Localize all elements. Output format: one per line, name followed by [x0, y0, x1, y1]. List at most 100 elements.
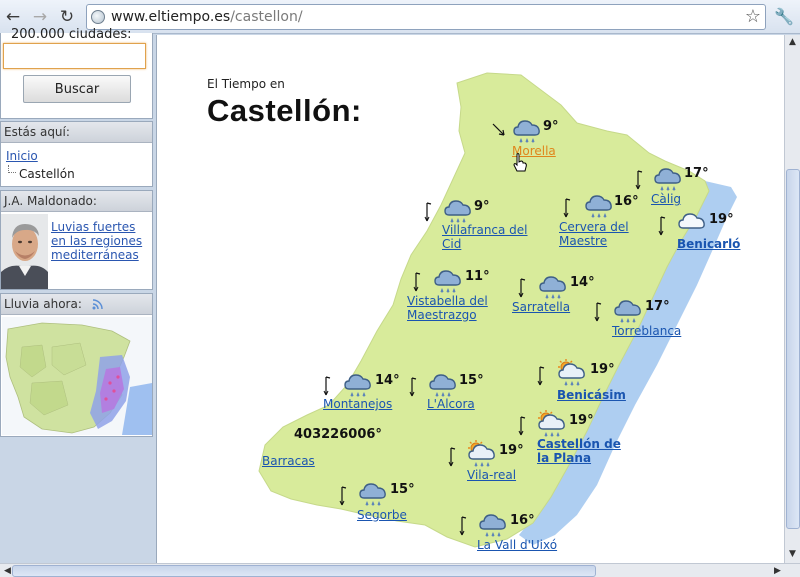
temperature-villafranca-del-cid: 9°	[474, 199, 490, 214]
bookmark-star-icon[interactable]: ☆	[744, 6, 761, 27]
city-link-calig[interactable]: Càlig	[651, 192, 682, 206]
sun-cloud-rain-icon[interactable]	[467, 439, 497, 469]
rain-cloud-icon[interactable]	[478, 509, 508, 539]
rain-radar-map[interactable]	[2, 317, 152, 435]
city-link-sarratella[interactable]: Sarratella	[512, 300, 571, 314]
temperature-l-alcora: 15°	[459, 373, 484, 388]
city-link-vistabella-del-maestrazgo[interactable]: Vistabella del Maestrazgo	[407, 294, 488, 322]
tree-connector	[8, 165, 16, 173]
wind-arrow-icon	[446, 446, 458, 468]
rain-cloud-icon[interactable]	[358, 478, 388, 508]
rain-now-panel: Lluvia ahora:	[0, 293, 153, 437]
province-map	[258, 72, 737, 548]
rain-cloud-icon[interactable]	[512, 115, 542, 145]
city-link-cervera-del-maestre[interactable]: Cervera del Maestre	[559, 220, 629, 248]
wind-arrow-icon	[321, 375, 333, 397]
wind-arrow-icon	[633, 169, 645, 191]
temperature-calig: 17°	[684, 166, 709, 181]
wind-arrow-icon	[561, 197, 573, 219]
sidebar: 200.000 ciudades: Buscar Estás aquí: Ini…	[0, 27, 156, 563]
breadcrumb-home-link[interactable]: Inicio	[6, 149, 38, 163]
author-photo[interactable]	[1, 214, 48, 289]
cloud-icon[interactable]	[677, 208, 707, 238]
vertical-scroll-thumb[interactable]	[786, 169, 800, 529]
rain-cloud-icon[interactable]	[443, 195, 473, 225]
author-panel: J.A. Maldonado: Luvias fuertes en las re…	[0, 190, 153, 290]
temperature-sarratella: 14°	[570, 275, 595, 290]
forward-arrow-icon[interactable]: →	[32, 7, 48, 27]
temperature-castellon-de-la-plana: 19°	[569, 413, 594, 428]
author-article-link[interactable]: Luvias fuertes en las regiones mediterrá…	[51, 220, 143, 262]
address-bar[interactable]: www.eltiempo.es/castellon/ ☆	[86, 4, 766, 30]
temperature-benicarlo: 19°	[709, 212, 734, 227]
city-link-segorbe[interactable]: Segorbe	[357, 508, 407, 522]
sun-cloud-rain-icon[interactable]	[557, 358, 587, 388]
breadcrumb-current: Castellón	[19, 167, 75, 181]
scroll-right-icon[interactable]: ▶	[774, 566, 781, 576]
page-title: Castellón:	[207, 93, 362, 128]
breadcrumb-panel: Estás aquí: Inicio Castellón	[0, 121, 153, 187]
wind-arrow-icon	[492, 123, 505, 145]
temperature-la-vall-d-uixo: 16°	[510, 513, 535, 528]
main-content: El Tiempo en Castellón: 9° Morella 17° Càli…	[156, 35, 784, 563]
temperature-montanejos: 14°	[375, 373, 400, 388]
wind-arrow-icon	[422, 201, 434, 223]
url-text[interactable]: www.eltiempo.es/castellon/	[111, 9, 303, 25]
horizontal-scroll-thumb[interactable]	[12, 565, 596, 577]
scroll-up-icon[interactable]: ▲	[789, 37, 796, 47]
wind-arrow-icon	[411, 271, 423, 293]
sun-cloud-rain-icon[interactable]	[537, 409, 567, 439]
author-portrait-image	[1, 214, 48, 289]
wind-arrow-icon	[407, 376, 419, 398]
temperature-torreblanca: 17°	[645, 299, 670, 314]
temperature-cervera-del-maestre: 16°	[614, 194, 639, 209]
rain-cloud-icon[interactable]	[433, 265, 463, 295]
city-link-morella[interactable]: Morella	[512, 144, 556, 158]
temperature-vila-real: 19°	[499, 443, 524, 458]
search-panel: 200.000 ciudades: Buscar	[0, 27, 153, 119]
rain-cloud-icon[interactable]	[538, 271, 568, 301]
city-link-villafranca-del-cid[interactable]: Villafranca del Cid	[442, 223, 528, 251]
city-link-montanejos[interactable]: Montanejos	[323, 397, 393, 411]
wind-arrow-icon	[656, 215, 668, 237]
cities-count-label: 200.000 ciudades:	[11, 27, 132, 42]
city-link-vila-real[interactable]: Vila-real	[467, 468, 517, 482]
city-link-barracas[interactable]: Barracas	[262, 454, 315, 468]
url-host: www.eltiempo.es	[111, 9, 231, 25]
province-shape	[258, 72, 710, 548]
rain-now-title: Lluvia ahora:	[1, 294, 152, 315]
globe-icon	[91, 10, 105, 24]
scroll-left-icon[interactable]: ◀	[4, 566, 11, 576]
wind-arrow-icon	[516, 415, 528, 437]
city-search-input[interactable]	[3, 43, 146, 69]
reload-icon[interactable]: ↻	[59, 7, 75, 27]
city-link-l-alcora[interactable]: L'Alcora	[427, 397, 475, 411]
rain-cloud-icon[interactable]	[428, 369, 458, 399]
back-arrow-icon[interactable]: ←	[5, 7, 21, 27]
wind-arrow-icon	[337, 485, 349, 507]
vertical-scrollbar[interactable]: ▲ ▼	[784, 35, 800, 563]
city-link-torreblanca[interactable]: Torreblanca	[612, 324, 682, 338]
city-link-la-vall-d-uixo[interactable]: La Vall d'Uixó	[477, 538, 558, 552]
wind-arrow-icon	[457, 515, 469, 537]
temperature-morella: 9°	[543, 119, 559, 134]
wind-arrow-icon	[516, 277, 528, 299]
rain-cloud-icon[interactable]	[613, 295, 643, 325]
temperature-vistabella-del-maestrazgo: 11°	[465, 269, 490, 284]
horizontal-scrollbar[interactable]: ◀ ▶	[0, 563, 800, 577]
temperature-segorbe: 15°	[390, 482, 415, 497]
wrench-menu-icon[interactable]: 🔧	[774, 7, 794, 26]
city-link-benicarlo[interactable]: Benicarló	[677, 237, 741, 251]
sea-coast	[519, 181, 737, 545]
rain-cloud-icon[interactable]	[343, 369, 373, 399]
wind-arrow-icon	[535, 365, 547, 387]
rss-icon[interactable]	[92, 299, 103, 310]
city-link-benicasim[interactable]: Benicásim	[557, 388, 626, 402]
rain-cloud-icon[interactable]	[584, 190, 614, 220]
city-link-castellon-de-la-plana[interactable]: Castellón de la Plana	[537, 437, 621, 465]
rain-cloud-icon[interactable]	[653, 163, 683, 193]
search-button[interactable]: Buscar	[23, 75, 131, 103]
scroll-down-icon[interactable]: ▼	[789, 549, 796, 559]
page-subtitle: El Tiempo en	[207, 77, 285, 91]
url-path: /castellon/	[230, 9, 303, 25]
